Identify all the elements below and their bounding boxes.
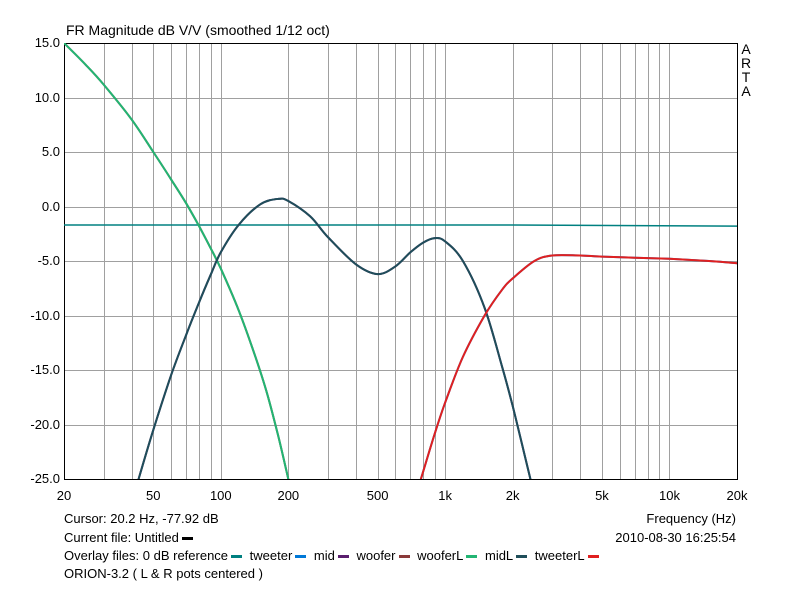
- overlay-legend-swatch: [516, 555, 528, 559]
- plot-frame: [64, 43, 738, 480]
- overlay-legend-label: woofer: [352, 548, 396, 563]
- timestamp: 2010-08-30 16:25:54: [615, 530, 736, 545]
- x-tick-label: 200: [277, 488, 300, 503]
- current-file-swatch: [181, 537, 193, 541]
- file-note: ORION-3.2 ( L & R pots centered ): [64, 566, 263, 581]
- chart-title: FR Magnitude dB V/V (smoothed 1/12 oct): [66, 22, 330, 38]
- cursor-readout: Cursor: 20.2 Hz, -77.92 dB: [64, 511, 219, 526]
- overlay-legend-label: midL: [481, 548, 514, 563]
- overlay-legend-label: mid: [310, 548, 335, 563]
- overlay-files-legend: Overlay files: 0 dB reference tweeter mi…: [64, 548, 603, 563]
- overlay-legend-swatch: [398, 555, 410, 559]
- overlay-legend-swatch: [587, 555, 599, 559]
- series-line-tweeter: [419, 254, 737, 479]
- watermark-letter: A: [741, 41, 751, 57]
- y-tick-label: 15.0: [34, 35, 60, 50]
- y-tick-label: -25.0: [30, 471, 60, 486]
- x-tick-label: 1k: [438, 488, 452, 503]
- series-line-0-db-reference: [64, 224, 737, 227]
- y-tick-label: 5.0: [41, 144, 60, 159]
- x-tick-label: 10k: [658, 488, 680, 503]
- overlay-legend-swatch: [337, 555, 349, 559]
- x-tick-label: 5k: [595, 488, 609, 503]
- overlay-legend-label: tweeter: [246, 548, 293, 563]
- overlay-legend-label: tweeterL: [531, 548, 585, 563]
- y-tick-label: -15.0: [30, 362, 60, 377]
- series-line-midl: [137, 197, 532, 479]
- x-axis-label: Frequency (Hz): [646, 511, 736, 526]
- y-tick-label: 0.0: [41, 198, 60, 214]
- overlay-legend-swatch: [231, 555, 243, 559]
- overlay-legend-label: 0 dB reference: [142, 548, 229, 563]
- watermark-letter: A: [741, 83, 751, 99]
- overlay-legend-swatch: [295, 555, 307, 559]
- x-tick-label: 50: [146, 488, 161, 503]
- y-tick-label: -10.0: [30, 307, 60, 323]
- x-tick-label: 20: [56, 488, 72, 503]
- series-line-wooferl: [64, 43, 290, 479]
- grid-lines: [64, 43, 737, 479]
- overlay-legend-label: wooferL: [413, 548, 464, 563]
- x-tick-label: 20k: [726, 488, 748, 503]
- overlay-files-label: Overlay files:: [64, 548, 140, 563]
- series-group: [64, 43, 737, 479]
- y-tick-label: -5.0: [37, 253, 60, 268]
- overlay-legend-swatch: [466, 555, 478, 559]
- watermark-letter: R: [740, 55, 752, 71]
- arta-watermark: A R T A: [740, 42, 752, 98]
- current-file-label: Current file: Untitled: [64, 530, 193, 545]
- watermark-letter: T: [741, 69, 751, 85]
- current-file-text: Current file: Untitled: [64, 530, 179, 545]
- y-tick-label: -20.0: [30, 416, 60, 432]
- x-tick-label: 100: [209, 488, 232, 503]
- x-tick-label: 2k: [505, 488, 520, 503]
- x-tick-label: 500: [366, 488, 389, 503]
- y-tick-label: 10.0: [34, 89, 60, 105]
- series-line-tweeterl: [419, 254, 737, 479]
